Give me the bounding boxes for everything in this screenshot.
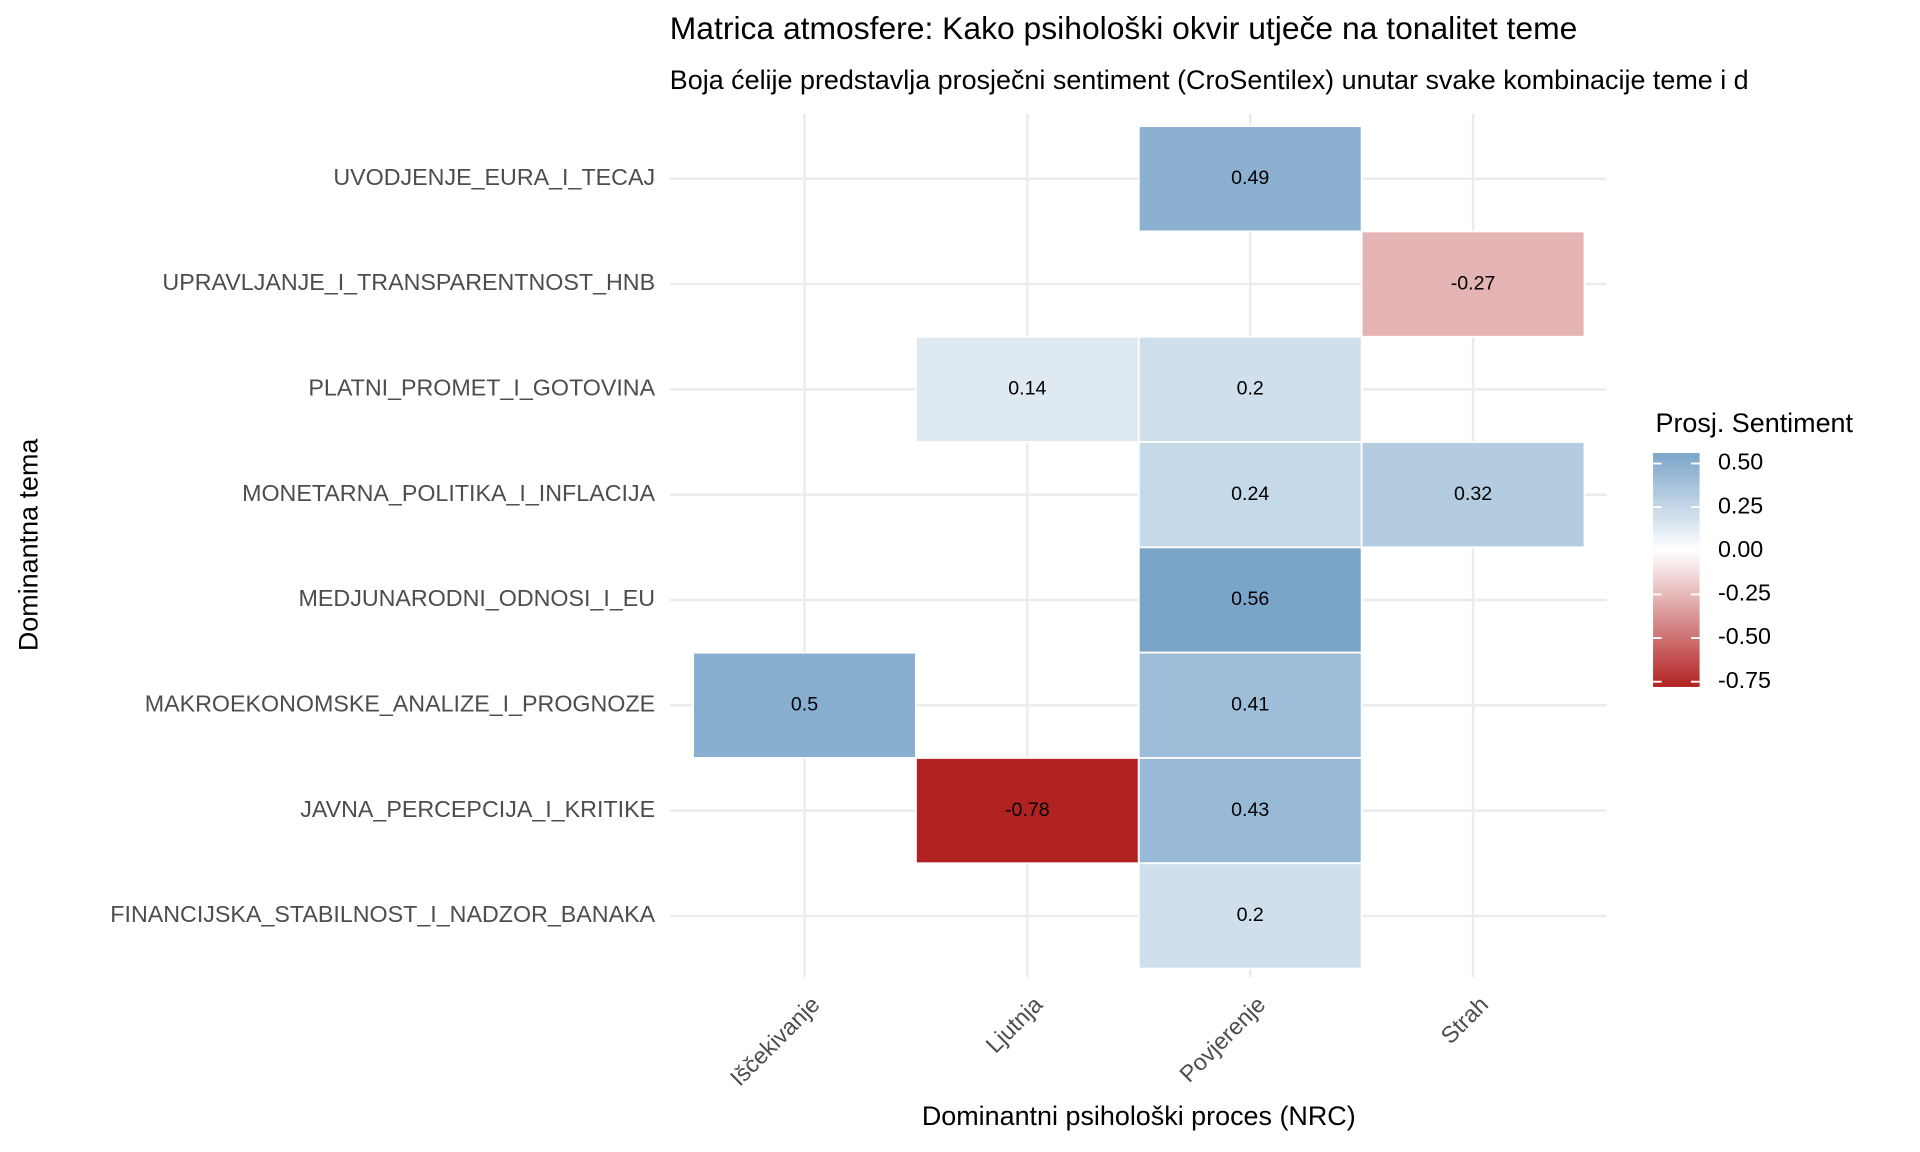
heatmap-cell	[1137, 125, 1363, 233]
heatmap-cell	[914, 335, 1140, 443]
y-tick-label: PLATNI_PROMET_I_GOTOVINA	[308, 375, 655, 401]
heatmap-cell	[1137, 546, 1363, 654]
cell-label: 0.24	[1231, 483, 1269, 505]
legend-tick-label: -0.25	[1718, 580, 1771, 606]
chart-title: Matrica atmosfere: Kako psihološki okvir…	[670, 10, 1578, 46]
heatmap-cell	[914, 757, 1140, 865]
heatmap-cell	[1137, 757, 1363, 865]
heatmap-cell	[1137, 862, 1363, 970]
chart-subtitle: Boja ćelije predstavlja prosječni sentim…	[670, 65, 1749, 95]
x-tick-label: Povjerenje	[1174, 991, 1270, 1087]
heatmap-cell	[692, 651, 917, 759]
x-tick-label: Ljutnja	[981, 991, 1048, 1058]
cell-label: 0.49	[1231, 167, 1269, 189]
cell-label: 0.5	[791, 693, 818, 715]
y-tick-label: MAKROEKONOMSKE_ANALIZE_I_PROGNOZE	[145, 690, 655, 716]
y-tick-label: MONETARNA_POLITIKA_I_INFLACIJA	[242, 480, 655, 506]
y-tick-label: UVODJENJE_EURA_I_TECAJ	[333, 164, 655, 190]
heatmap-cell	[1137, 651, 1363, 759]
heatmap-cell	[1360, 230, 1586, 338]
legend-tick-label: -0.50	[1718, 623, 1771, 649]
cell-label: 0.2	[1237, 378, 1264, 400]
legend-title: Prosj. Sentiment	[1656, 408, 1854, 438]
cell-label: -0.27	[1451, 272, 1496, 294]
cell-label: 0.43	[1231, 799, 1269, 821]
cell-label: 0.41	[1231, 693, 1269, 715]
legend-tick-label: 0.25	[1718, 492, 1763, 518]
legend-tick-label: -0.75	[1718, 667, 1771, 693]
cell-label: -0.78	[1005, 799, 1050, 821]
y-tick-label: JAVNA_PERCEPCIJA_I_KRITIKE	[300, 796, 655, 822]
x-tick-label: Strah	[1435, 991, 1493, 1049]
cell-label: 0.56	[1231, 588, 1269, 610]
y-axis-title: Dominantna tema	[14, 439, 44, 652]
cell-label: 0.2	[1237, 904, 1264, 926]
cell-label: 0.14	[1008, 378, 1046, 400]
y-tick-label: UPRAVLJANJE_I_TRANSPARENTNOST_HNB	[162, 269, 655, 295]
legend-tick-label: 0.00	[1718, 536, 1763, 562]
y-tick-label: MEDJUNARODNI_ODNOSI_I_EU	[299, 585, 656, 611]
heatmap-cell	[1137, 335, 1363, 443]
heatmap-cell	[1360, 441, 1586, 549]
y-tick-label: FINANCIJSKA_STABILNOST_I_NADZOR_BANAKA	[110, 901, 655, 927]
x-axis-title: Dominantni psihološki proces (NRC)	[922, 1101, 1356, 1131]
colorbar	[1653, 453, 1700, 687]
cell-label: 0.32	[1454, 483, 1492, 505]
legend-tick-label: 0.50	[1718, 449, 1763, 475]
x-tick-label: Iščekivanje	[725, 991, 825, 1091]
